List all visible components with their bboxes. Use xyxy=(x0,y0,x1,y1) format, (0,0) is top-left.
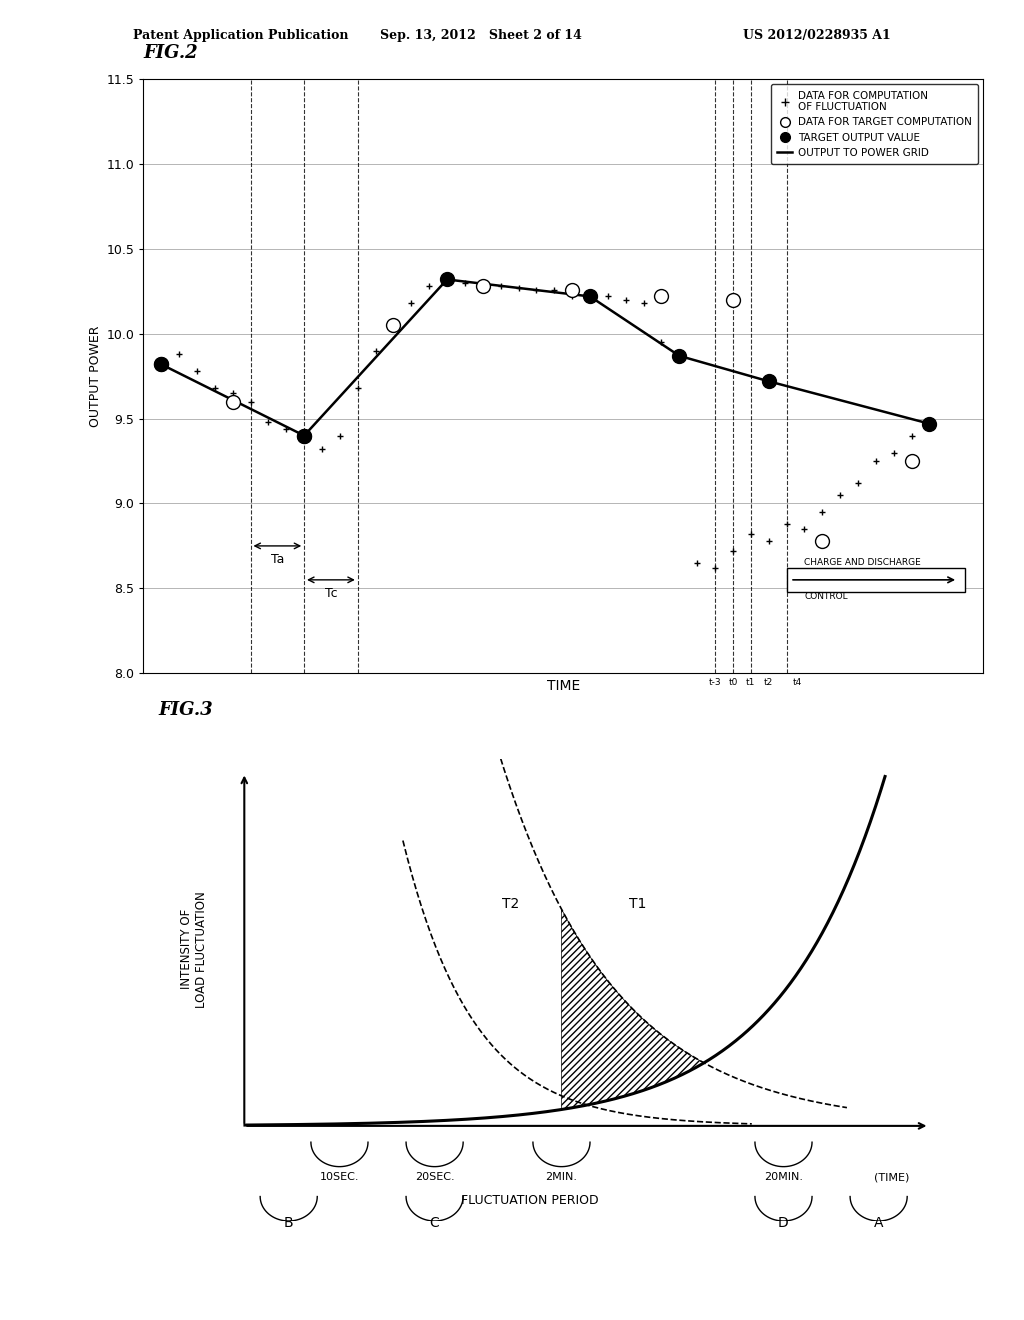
Text: Sep. 13, 2012   Sheet 2 of 14: Sep. 13, 2012 Sheet 2 of 14 xyxy=(380,29,583,42)
Text: t1: t1 xyxy=(746,678,756,688)
Text: FIG.3: FIG.3 xyxy=(159,701,213,719)
Text: 2MIN.: 2MIN. xyxy=(546,1172,578,1183)
Text: D: D xyxy=(778,1216,788,1229)
Text: t-3: t-3 xyxy=(709,678,721,688)
Y-axis label: OUTPUT POWER: OUTPUT POWER xyxy=(89,326,102,426)
Text: T1: T1 xyxy=(629,898,646,912)
Text: (TIME): (TIME) xyxy=(873,1172,909,1183)
Text: 20SEC.: 20SEC. xyxy=(415,1172,455,1183)
Text: FIG.2: FIG.2 xyxy=(143,44,198,62)
Text: t4: t4 xyxy=(793,678,802,688)
Text: Tc: Tc xyxy=(325,586,337,599)
Text: A: A xyxy=(873,1216,884,1229)
Text: CHARGE AND DISCHARGE: CHARGE AND DISCHARGE xyxy=(805,558,922,568)
Text: Patent Application Publication: Patent Application Publication xyxy=(133,29,348,42)
Text: t0: t0 xyxy=(728,678,737,688)
Bar xyxy=(786,568,966,591)
Legend: DATA FOR COMPUTATION
OF FLUCTUATION, DATA FOR TARGET COMPUTATION, TARGET OUTPUT : DATA FOR COMPUTATION OF FLUCTUATION, DAT… xyxy=(771,84,978,164)
Text: FLUCTUATION PERIOD: FLUCTUATION PERIOD xyxy=(461,1193,599,1206)
Text: CONTROL: CONTROL xyxy=(805,593,848,602)
Text: INTENSITY OF
LOAD FLUCTUATION: INTENSITY OF LOAD FLUCTUATION xyxy=(179,891,208,1007)
Text: T2: T2 xyxy=(502,898,519,912)
X-axis label: TIME: TIME xyxy=(547,678,580,693)
Text: B: B xyxy=(284,1216,294,1229)
Text: 10SEC.: 10SEC. xyxy=(319,1172,359,1183)
Text: Ta: Ta xyxy=(270,553,284,566)
Text: t2: t2 xyxy=(764,678,773,688)
Text: US 2012/0228935 A1: US 2012/0228935 A1 xyxy=(743,29,891,42)
Text: 20MIN.: 20MIN. xyxy=(764,1172,803,1183)
Text: C: C xyxy=(430,1216,439,1229)
